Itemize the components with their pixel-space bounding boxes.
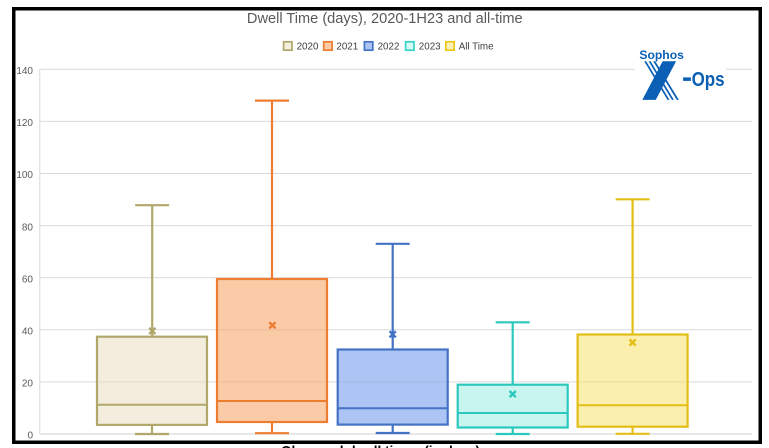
svg-text:60: 60 [22, 274, 34, 285]
svg-text:100: 100 [16, 170, 33, 181]
svg-text:2020: 2020 [297, 42, 319, 53]
svg-text:40: 40 [22, 327, 34, 338]
svg-text:Sophos: Sophos [639, 48, 684, 62]
svg-text:2022: 2022 [378, 42, 400, 53]
svg-text:2023: 2023 [419, 42, 441, 53]
svg-text:Observed dwell times (in days): Observed dwell times (in days) [281, 443, 480, 448]
svg-text:2021: 2021 [336, 42, 358, 53]
svg-text:0: 0 [27, 431, 33, 442]
svg-text:140: 140 [16, 66, 33, 77]
svg-text:80: 80 [22, 222, 34, 233]
svg-text:Dwell Time (days), 2020-1H23 a: Dwell Time (days), 2020-1H23 and all-tim… [247, 11, 523, 27]
svg-text:Ops: Ops [692, 68, 725, 91]
svg-text:120: 120 [16, 118, 33, 129]
svg-text:All Time: All Time [459, 42, 494, 53]
svg-text:20: 20 [22, 379, 34, 390]
